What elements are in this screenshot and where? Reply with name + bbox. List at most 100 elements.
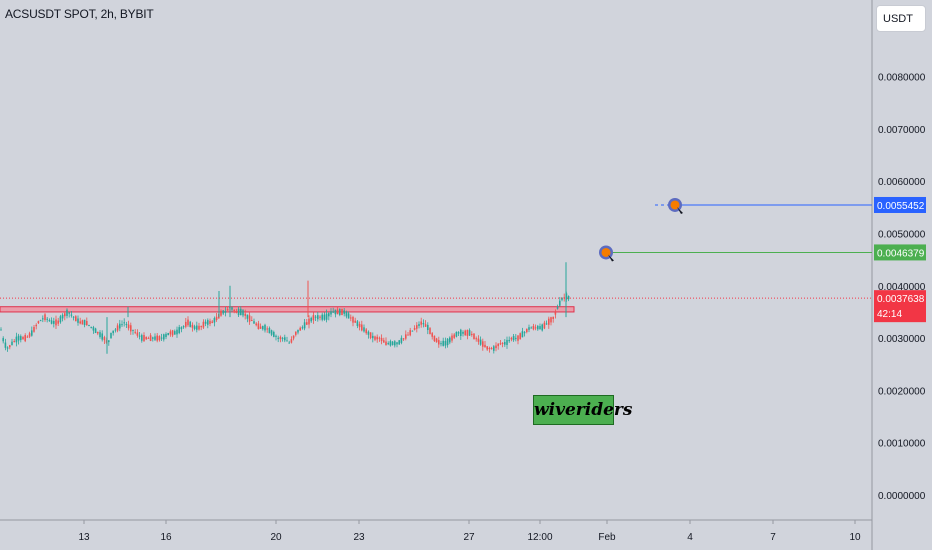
candle-body <box>268 328 271 334</box>
candle-body <box>446 338 449 346</box>
candle-body <box>13 341 15 343</box>
candle-body <box>185 321 187 327</box>
candle-body <box>17 335 20 341</box>
time-tick-label: 7 <box>770 532 776 543</box>
candle-body <box>350 317 352 319</box>
candle-body <box>64 313 66 317</box>
candle-body <box>103 337 106 341</box>
candle-body <box>264 324 266 331</box>
candle-body <box>108 340 110 343</box>
candle-body <box>149 335 152 341</box>
candle-body <box>50 320 53 324</box>
time-tick-label: 4 <box>687 532 693 543</box>
candle-body <box>26 336 29 338</box>
time-tick-label: 23 <box>353 532 365 543</box>
candle-body <box>526 328 528 333</box>
candle-body <box>176 329 178 335</box>
candle-body <box>81 320 84 325</box>
candle-body <box>354 320 356 323</box>
candle-body <box>138 335 141 337</box>
candle-body <box>556 306 559 309</box>
candle-body <box>398 340 400 345</box>
candle-body <box>365 329 367 334</box>
candle-body <box>207 320 209 325</box>
candle-body <box>330 311 332 315</box>
candle-body <box>99 332 101 338</box>
candle-body <box>94 328 97 334</box>
candle-body <box>24 335 26 342</box>
time-tick-label: 13 <box>78 532 90 543</box>
target-price-badge[interactable] <box>874 196 926 213</box>
candle-body <box>352 316 354 323</box>
candle-body <box>279 337 282 340</box>
candle-body <box>35 324 37 327</box>
resistance-zone[interactable] <box>0 306 575 313</box>
candle-body <box>519 333 521 340</box>
time-tick-label: 12:00 <box>527 532 552 543</box>
price-tick-label: 0.0030000 <box>878 334 926 345</box>
candle-body <box>22 337 24 340</box>
candle-body <box>222 310 224 314</box>
candle-body <box>295 331 297 335</box>
candle-body <box>495 345 497 349</box>
candle-body <box>383 340 385 343</box>
currency-button[interactable]: USDT <box>876 5 926 32</box>
candle-body <box>453 334 455 338</box>
last-price-badge[interactable] <box>874 290 926 323</box>
candle-body <box>468 330 471 336</box>
target-price-label: 0.0046379 <box>877 248 925 259</box>
candle-body <box>204 321 207 324</box>
candle-body <box>292 335 295 339</box>
candle-body <box>270 330 273 335</box>
target-price-badge[interactable] <box>874 244 926 261</box>
candle-body <box>86 321 88 326</box>
candle-body <box>237 308 240 316</box>
candle-body <box>385 341 387 346</box>
candle-body <box>202 321 205 328</box>
candle-body <box>156 335 158 341</box>
candle-body <box>363 327 365 332</box>
candle-body <box>361 324 363 331</box>
candle-body <box>59 316 62 323</box>
candle-body <box>389 341 392 346</box>
candle-body <box>220 310 222 316</box>
candle-body <box>72 316 75 318</box>
candle-body <box>310 317 312 322</box>
candle-body <box>136 332 139 336</box>
candle-body <box>68 312 70 314</box>
candle-body <box>429 328 431 335</box>
candle-body <box>332 311 334 313</box>
candle-body <box>248 315 251 322</box>
candle-body <box>163 334 165 340</box>
target-marker-icon[interactable] <box>670 200 680 210</box>
price-tick-label: 0.0060000 <box>878 177 926 188</box>
target-marker-icon[interactable] <box>601 247 611 257</box>
candle-body <box>130 325 132 332</box>
candle-body <box>4 342 7 348</box>
candle-body <box>303 322 306 329</box>
candle-body <box>226 309 229 311</box>
price-tick-label: 0.0080000 <box>878 73 926 84</box>
candle-body <box>334 309 337 315</box>
candle-body <box>512 336 515 341</box>
candle-body <box>46 318 48 320</box>
time-tick-label: 27 <box>463 532 475 543</box>
candle-body <box>224 310 227 313</box>
candle-body <box>367 331 370 335</box>
candle-body <box>372 335 374 339</box>
symbol-title[interactable]: ACSUSDT SPOT, 2h, BYBIT <box>5 7 154 21</box>
candle-body <box>347 313 350 319</box>
candle-body <box>121 324 123 326</box>
candle-body <box>266 328 268 330</box>
candle-body <box>134 331 136 333</box>
candle-body <box>44 314 46 321</box>
candle-body <box>127 324 130 329</box>
candle-body <box>409 330 411 336</box>
candle-body <box>394 341 396 346</box>
candle-body <box>475 338 477 340</box>
candle-body <box>213 318 216 323</box>
candle-body <box>308 318 310 325</box>
price-tick-label: 0.0000000 <box>878 491 926 502</box>
